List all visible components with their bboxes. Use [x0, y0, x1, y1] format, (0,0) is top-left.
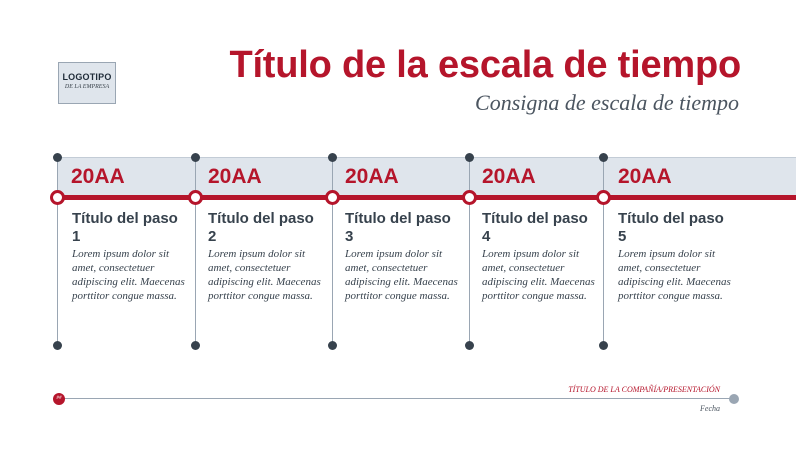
step-year: 20AA: [482, 165, 536, 188]
step-title: Título del paso 5: [618, 210, 724, 245]
top-marker: [599, 153, 608, 162]
step-year: 20AA: [618, 165, 672, 188]
page-title: Título de la escala de tiempo: [229, 44, 741, 86]
step-description: Lorem ipsum dolor sit amet, consectetuer…: [345, 248, 458, 302]
footer-company: TÍTULO DE LA COMPAÑÍA/PRESENTACIÓN: [568, 385, 720, 394]
logo-line-1: LOGOTIPO: [62, 72, 112, 82]
step-year: 20AA: [345, 165, 399, 188]
step-description: Lorem ipsum dolor sit amet, consectetuer…: [208, 248, 321, 302]
top-marker: [328, 153, 337, 162]
step-description: Lorem ipsum dolor sit amet, consectetuer…: [618, 248, 731, 302]
footer-date: Fecha: [700, 404, 720, 413]
footer-end-marker: [729, 394, 739, 404]
step-title: Título del paso 1: [72, 210, 178, 245]
step-title: Título del paso 2: [208, 210, 314, 245]
milestone-marker: [462, 190, 477, 205]
bottom-marker: [465, 341, 474, 350]
step-divider: [603, 157, 604, 345]
top-marker: [465, 153, 474, 162]
page-number: ##: [53, 393, 65, 405]
top-marker: [53, 153, 62, 162]
step-title: Título del paso 4: [482, 210, 588, 245]
page-subtitle: Consigna de escala de tiempo: [475, 90, 739, 115]
bottom-marker: [328, 341, 337, 350]
step-divider: [195, 157, 196, 345]
milestone-marker: [325, 190, 340, 205]
step-title: Título del paso 3: [345, 210, 451, 245]
timeline-band: [57, 157, 796, 199]
bottom-marker: [191, 341, 200, 350]
milestone-marker: [188, 190, 203, 205]
step-divider: [57, 157, 58, 345]
step-year: 20AA: [208, 165, 262, 188]
logo-line-2: DE LA EMPRESA: [64, 84, 110, 90]
milestone-marker: [596, 190, 611, 205]
step-divider: [469, 157, 470, 345]
step-description: Lorem ipsum dolor sit amet, consectetuer…: [72, 248, 185, 302]
footer-line: [57, 398, 734, 399]
top-marker: [191, 153, 200, 162]
step-divider: [332, 157, 333, 345]
step-description: Lorem ipsum dolor sit amet, consectetuer…: [482, 248, 595, 302]
step-year: 20AA: [71, 165, 125, 188]
company-logo: LOGOTIPO DE LA EMPRESA: [58, 62, 116, 104]
milestone-marker: [50, 190, 65, 205]
timeline-axis: [57, 195, 796, 200]
bottom-marker: [599, 341, 608, 350]
bottom-marker: [53, 341, 62, 350]
